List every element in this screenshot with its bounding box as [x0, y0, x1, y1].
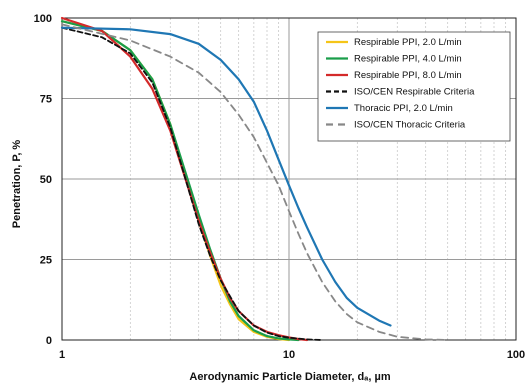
legend-label: Thoracic PPI, 2.0 L/min [354, 103, 453, 114]
legend-label: Respirable PPI, 2.0 L/min [354, 37, 462, 48]
x-tick-label: 10 [283, 349, 295, 361]
series-line-5 [60, 26, 392, 327]
y-tick-label: 25 [40, 255, 52, 267]
series-line-1 [60, 20, 291, 342]
legend-label: ISO/CEN Respirable Criteria [354, 87, 475, 98]
tick-labels: 1 10 100 0 25 50 75 100 [34, 13, 526, 361]
x-tick-label: 1 [59, 349, 65, 361]
series-line-2 [60, 20, 300, 342]
x-axis-title: Aerodynamic Particle Diameter, dₐ, µm [189, 371, 390, 383]
y-tick-label: 75 [40, 94, 52, 106]
y-axis-title: Penetration, P, % [11, 140, 23, 229]
legend-label: ISO/CEN Thoracic Criteria [354, 120, 466, 131]
series-line-6 [61, 23, 449, 341]
legend: Respirable PPI, 2.0 L/min Respirable PPI,… [317, 31, 511, 142]
series-layer [60, 16, 449, 342]
legend-label: Respirable PPI, 8.0 L/min [354, 70, 462, 81]
series-line-3 [60, 16, 309, 342]
series-line-4 [61, 26, 324, 341]
x-tick-label: 100 [507, 349, 525, 361]
y-tick-label: 0 [46, 335, 52, 347]
y-tick-label: 100 [34, 13, 52, 25]
y-tick-label: 50 [40, 174, 52, 186]
legend-label: Respirable PPI, 4.0 L/min [354, 54, 462, 65]
legend-box [317, 31, 511, 142]
